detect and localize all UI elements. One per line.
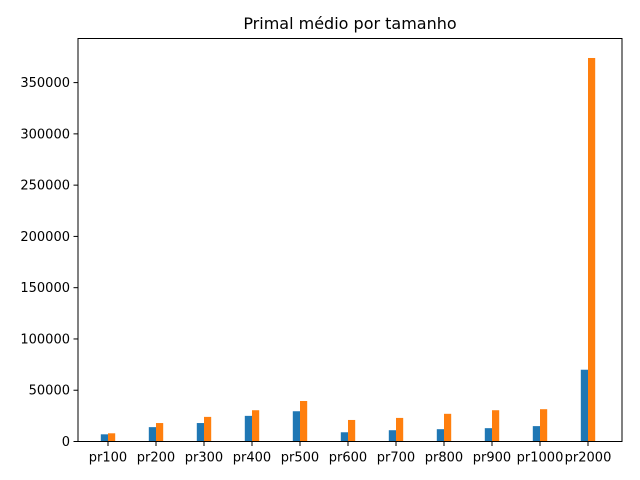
- bars-group: [100, 57, 596, 442]
- bar-series1-pr2000: [580, 369, 588, 442]
- x-tick-label-pr1000: pr1000: [517, 451, 564, 466]
- bar-series2-pr600: [348, 419, 356, 442]
- y-tick-label: 0: [62, 435, 70, 450]
- x-tick-label-pr900: pr900: [473, 451, 511, 466]
- bar-series1-pr800: [436, 429, 444, 442]
- y-axis: 0 50000 100000 150000 200000 250000 300000 3500…: [20, 76, 78, 450]
- bar-series2-pr500: [300, 400, 308, 442]
- x-tick-label-pr800: pr800: [425, 451, 463, 466]
- bar-series1-pr300: [196, 423, 204, 442]
- bar-series1-pr900: [484, 428, 492, 442]
- bar-series2-pr100: [108, 433, 116, 442]
- bar-series1-pr1000: [532, 426, 540, 442]
- bar-series1-pr500: [292, 411, 300, 442]
- chart-title: Primal médio por tamanho: [243, 14, 456, 33]
- bar-series1-pr400: [244, 415, 252, 442]
- bar-series2-pr900: [492, 410, 500, 442]
- bar-series1-pr100: [100, 434, 108, 442]
- bar-series2-pr700: [396, 417, 404, 442]
- y-tick-label: 300000: [20, 127, 70, 142]
- y-tick-label: 100000: [20, 332, 70, 347]
- bar-series2-pr300: [204, 416, 212, 442]
- bar-series1-pr600: [340, 432, 348, 442]
- y-tick-label: 150000: [20, 281, 70, 296]
- y-tick-label: 200000: [20, 230, 70, 245]
- bar-series2-pr800: [444, 413, 452, 442]
- x-tick-label-pr2000: pr2000: [565, 451, 612, 466]
- x-tick-label-pr400: pr400: [233, 451, 271, 466]
- y-tick-label: 250000: [20, 179, 70, 194]
- y-tick-label: 350000: [20, 76, 70, 91]
- y-tick-label: 50000: [29, 384, 70, 399]
- bar-series1-pr200: [148, 427, 156, 442]
- plot-frame: [77, 38, 623, 442]
- x-tick-label-pr700: pr700: [377, 451, 415, 466]
- x-axis: pr100 pr200 pr300 pr400 pr500 pr600 pr700 pr800…: [89, 441, 612, 466]
- bar-series1-pr700: [388, 430, 396, 442]
- x-tick-label-pr600: pr600: [329, 451, 367, 466]
- bar-series2-pr200: [156, 423, 164, 442]
- x-tick-label-pr200: pr200: [137, 451, 175, 466]
- x-tick-label-pr500: pr500: [281, 451, 319, 466]
- bar-series2-pr1000: [540, 409, 548, 442]
- x-tick-label-pr300: pr300: [185, 451, 223, 466]
- bar-series2-pr2000: [588, 57, 596, 442]
- bar-series2-pr400: [252, 410, 260, 442]
- x-tick-label-pr100: pr100: [89, 451, 127, 466]
